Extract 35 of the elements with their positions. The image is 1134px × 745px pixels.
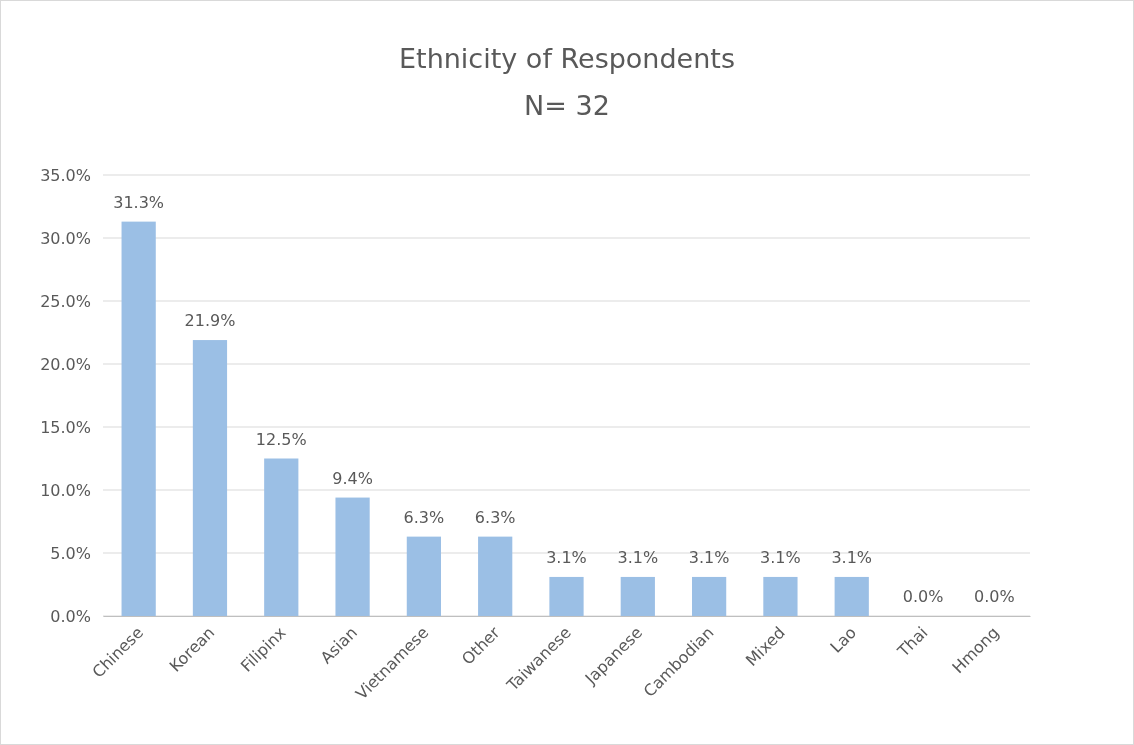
bar <box>478 536 513 616</box>
data-label: 3.1% <box>546 547 587 567</box>
data-label: 31.3% <box>113 192 165 212</box>
data-label: 21.9% <box>184 311 236 331</box>
bar <box>192 340 228 616</box>
data-label: 12.5% <box>255 429 307 449</box>
data-label: 3.1% <box>617 547 659 567</box>
bar <box>763 576 798 616</box>
y-tick-label: 0.0% <box>50 606 91 626</box>
bar <box>264 458 299 616</box>
data-label: 3.1% <box>688 547 730 567</box>
y-tick-label: 10.0% <box>40 480 91 500</box>
bar <box>620 576 655 616</box>
bar <box>692 576 727 616</box>
data-label: 9.4% <box>332 468 373 488</box>
y-tick-label: 20.0% <box>40 354 91 374</box>
y-tick-label: 30.0% <box>40 228 91 248</box>
chart-subtitle: N= 32 <box>524 90 610 121</box>
data-label: 3.1% <box>760 547 801 567</box>
bar <box>406 536 441 616</box>
data-label: 0.0% <box>974 587 1015 606</box>
x-tick-label: Lao <box>826 622 861 657</box>
bar <box>834 576 869 616</box>
chart-title: Ethnicity of Respondents <box>399 43 735 74</box>
y-tick-label: 15.0% <box>40 417 91 437</box>
y-tick-label: 25.0% <box>40 291 91 311</box>
data-label: 6.3% <box>474 507 516 527</box>
y-tick-label: 5.0% <box>50 543 91 563</box>
bar <box>549 576 584 616</box>
data-label: 6.3% <box>403 507 445 527</box>
y-tick-label: 35.0% <box>40 165 91 185</box>
data-label: 3.1% <box>831 547 873 567</box>
bar <box>121 221 156 616</box>
bar <box>335 497 370 616</box>
data-label: 0.0% <box>902 587 944 606</box>
